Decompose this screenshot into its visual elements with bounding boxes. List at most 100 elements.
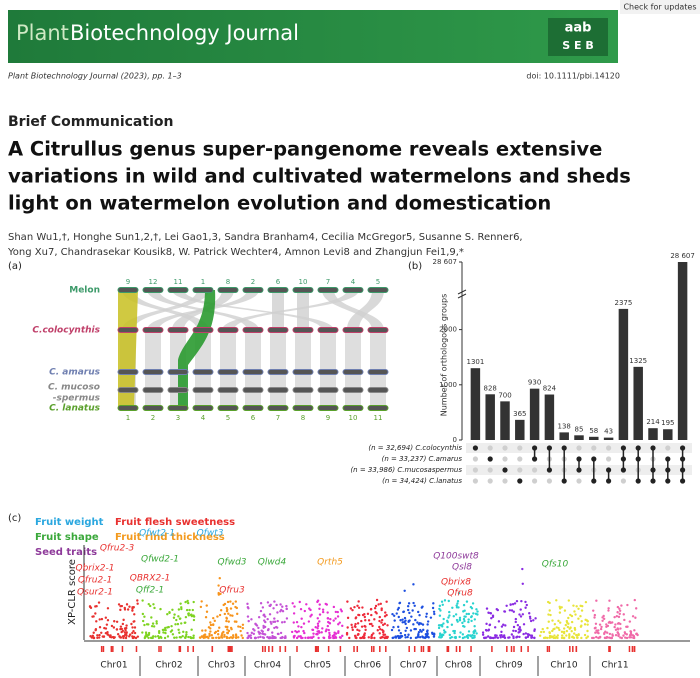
snp-point [354,616,358,619]
set-label: (n = 32,694) C.colocynthis [368,444,462,452]
snp-point [332,605,336,609]
snp-point [200,600,203,603]
snp-point [407,633,410,636]
snp-point [619,627,622,630]
matrix-dot [517,456,523,462]
snp-point [611,634,614,637]
snp-point [134,636,138,640]
snp-point [533,629,536,633]
snp-point [628,620,632,623]
qtl-annotation: Qrth5 [317,558,343,568]
matrix-dot [487,467,493,473]
snp-point [488,623,492,626]
snp-point [489,611,492,615]
species-label: Melon [69,286,100,296]
qtl-tick [353,646,355,652]
snp-point [514,620,517,624]
snp-point [121,622,125,626]
snp-point [558,628,561,632]
snp-point [318,620,321,623]
snp-point [205,610,209,613]
snp-point [473,625,476,628]
matrix-dot [517,478,523,484]
synteny-ribbon [145,390,161,408]
snp-point [280,636,284,640]
snp-point [622,634,625,637]
y-tick-label: 2000 [439,326,457,334]
qtl-tick [427,646,430,652]
snp-point [145,623,149,626]
snp-point [375,598,379,602]
snp-point [438,607,441,611]
qtl-annotation: Qfs10 [542,560,569,570]
snp-point [281,610,285,613]
snp-point [409,636,413,640]
snp-point [316,622,320,625]
snp-point [164,631,167,635]
synteny-ribbon [220,330,236,372]
snp-point [380,618,384,622]
synteny-ribbon [370,372,386,390]
check-updates[interactable]: Check for updates [623,3,696,12]
snp-point [202,634,205,637]
synteny-ribbon [145,372,161,390]
snp-point [91,634,95,638]
snp-point [511,603,515,606]
snp-point [530,636,534,639]
snp-point [150,616,153,619]
snp-point [351,628,354,632]
chromosome-bar [217,405,239,411]
snp-point [611,621,614,624]
snp-point [568,636,571,640]
chromosome-label: Chr09 [495,661,522,671]
snp-point [378,632,381,635]
snp-point [317,629,321,633]
panel-label: (a) [8,261,22,272]
snp-point [259,609,263,613]
snp-point [464,615,467,618]
snp-point [223,635,226,638]
snp-point [151,622,155,625]
set-label: (n = 34,424) C.lanatus [382,477,462,485]
snp-point [432,610,436,613]
snp-point [357,633,360,636]
matrix-dot [532,478,538,484]
snp-point [533,636,536,640]
snp-point [155,622,158,625]
snp-point [216,615,219,618]
snp-point [123,606,126,610]
snp-point [92,631,95,634]
check-updates-button[interactable] [620,0,700,14]
snp-point [192,615,196,618]
snp-point [447,616,450,619]
snp-point [285,617,289,620]
qtl-tick [178,646,181,652]
snp-point [143,623,146,627]
snp-point [252,627,255,631]
chromosome-label: Chr03 [208,661,235,671]
chromosome-bar [267,387,289,393]
snp-point [143,615,146,618]
qtl-tick [373,646,375,652]
snp-point [223,602,227,606]
snp-point [364,625,367,628]
snp-point [187,635,190,639]
snp-point [367,619,371,622]
snp-point [616,628,620,631]
qtl-tick [385,646,387,652]
snp-point [424,635,428,638]
article-type: Brief Communication [8,114,173,130]
snp-point [168,611,171,615]
qtl-tick [268,646,270,652]
snp-point [473,629,477,632]
snp-point [558,611,562,614]
snp-point [166,626,169,629]
title-line: variations in wild and cultivated waterm… [8,165,631,188]
qtl-tick [100,646,103,652]
snp-point [421,623,425,626]
snp-point [229,614,232,617]
snp-point [557,626,560,630]
snp-point [262,614,265,617]
snp-point [97,601,101,604]
snp-point [94,612,97,615]
